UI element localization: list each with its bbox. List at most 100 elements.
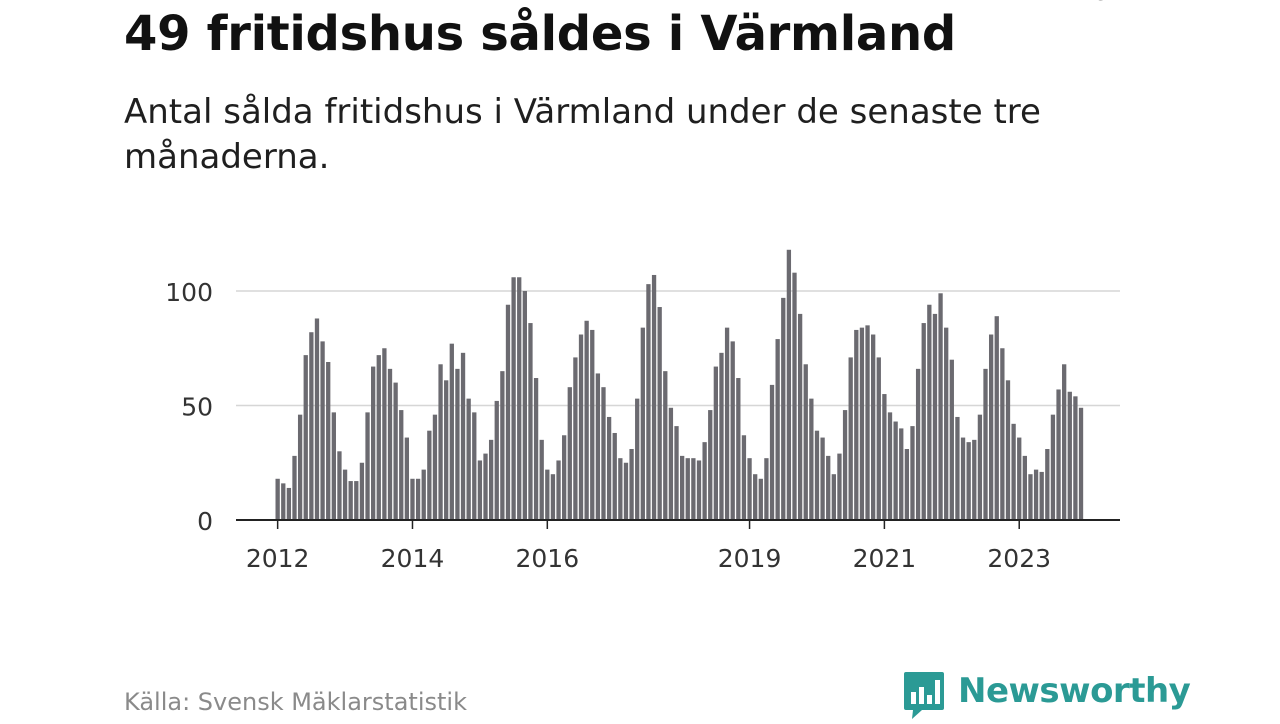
bar <box>730 341 735 520</box>
bar <box>719 352 724 520</box>
bar <box>421 469 426 520</box>
bar-chart: 0 50 100 2012 2014 2016 2019 2021 2023 49 <box>165 0 1120 573</box>
chart-title: 49 fritidshus såldes i Värmland <box>124 6 956 62</box>
brand-name: Newsworthy <box>958 671 1191 711</box>
bar <box>859 327 865 520</box>
bar <box>837 453 842 520</box>
bar <box>623 462 629 520</box>
bar <box>444 380 449 520</box>
bar <box>1062 364 1067 520</box>
y-axis-labels: 0 50 100 <box>165 278 213 536</box>
x-axis-ticks: 2012 2014 2016 2019 2021 2023 <box>246 520 1051 573</box>
x-tick-label: 2016 <box>516 544 580 573</box>
bar <box>612 432 617 520</box>
bar <box>747 458 752 520</box>
bar <box>646 284 651 520</box>
bars <box>275 249 1084 520</box>
x-tick-label: 2012 <box>246 544 310 573</box>
bar <box>786 249 792 520</box>
bar <box>915 368 921 520</box>
bar <box>354 481 359 520</box>
bar <box>292 455 297 520</box>
bar <box>404 437 410 520</box>
bar <box>578 334 584 520</box>
y-tick-label: 0 <box>197 507 213 536</box>
bar <box>1033 469 1039 520</box>
bar <box>899 428 904 520</box>
bar <box>500 371 505 520</box>
bar <box>713 366 718 520</box>
bar <box>528 323 533 520</box>
bar <box>871 334 876 520</box>
bar <box>635 398 640 520</box>
bar <box>764 458 769 520</box>
bar <box>539 439 544 520</box>
bar <box>724 327 730 520</box>
bar <box>854 329 859 520</box>
bar <box>410 478 415 520</box>
bar <box>831 474 836 520</box>
bar <box>573 357 578 520</box>
bar <box>337 451 342 520</box>
bar <box>887 412 893 520</box>
bar <box>814 430 820 520</box>
bar <box>876 357 881 520</box>
bar <box>685 458 690 520</box>
bar <box>477 460 483 520</box>
bar <box>550 474 556 520</box>
bar <box>376 355 381 520</box>
bar <box>826 455 831 520</box>
bar <box>309 332 314 520</box>
y-tick-label: 100 <box>165 278 213 307</box>
bar <box>910 426 915 520</box>
bar <box>365 412 370 520</box>
bar <box>803 364 808 520</box>
bar <box>505 304 511 520</box>
bar <box>1056 389 1061 520</box>
bar <box>820 437 825 520</box>
bar <box>1022 455 1027 520</box>
bar <box>848 357 853 520</box>
bar <box>741 435 747 520</box>
bar-chart-speech-bubble-icon <box>904 672 944 719</box>
bar <box>736 378 741 520</box>
bar <box>562 435 567 520</box>
bar <box>466 398 471 520</box>
bar <box>663 371 668 520</box>
bar <box>326 361 331 520</box>
bar <box>753 474 758 520</box>
bar <box>387 368 393 520</box>
x-tick-label: 2019 <box>718 544 782 573</box>
bar <box>359 462 365 520</box>
bar <box>533 378 539 520</box>
bar <box>584 320 589 520</box>
y-tick-label: 50 <box>181 393 213 422</box>
bar <box>449 343 454 520</box>
bar <box>1011 423 1016 520</box>
chart-subtitle: Antal sålda fritidshus i Värmland under … <box>124 92 1041 177</box>
bar <box>680 455 685 520</box>
bar <box>342 469 348 520</box>
bar <box>567 387 572 520</box>
bar <box>1078 407 1084 520</box>
bar <box>601 387 606 520</box>
bar <box>331 412 336 520</box>
bar <box>865 325 870 520</box>
bar <box>893 421 898 520</box>
bar <box>988 334 994 520</box>
bar <box>949 359 954 520</box>
bar <box>399 410 404 520</box>
bar <box>708 410 713 520</box>
bar <box>657 307 662 520</box>
bar <box>781 297 786 520</box>
bar <box>960 437 966 520</box>
bar <box>882 394 887 520</box>
bar <box>483 453 488 520</box>
bar <box>460 352 466 520</box>
bar <box>438 364 443 520</box>
bar <box>595 373 601 520</box>
bar <box>427 430 432 520</box>
bar <box>455 368 460 520</box>
bar <box>281 483 286 520</box>
bar <box>904 449 910 520</box>
